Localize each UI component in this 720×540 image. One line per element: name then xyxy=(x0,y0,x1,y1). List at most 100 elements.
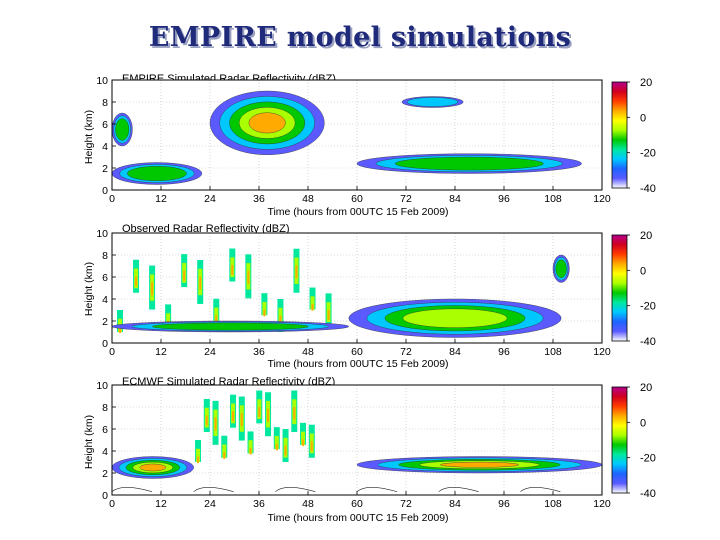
y-tick-label: 6 xyxy=(102,119,108,131)
reflectivity-contour xyxy=(139,463,167,472)
reflectivity-cell xyxy=(301,431,306,445)
x-tick-label: 108 xyxy=(544,346,562,358)
reflectivity-cell xyxy=(327,309,330,320)
y-tick-label: 4 xyxy=(102,294,108,306)
contour-line xyxy=(520,487,561,492)
colorbar-tick-label: -40 xyxy=(640,336,656,348)
x-tick-label: 60 xyxy=(351,498,363,510)
panel-title: Observed Radar Reflectivity (dBZ) xyxy=(122,223,290,235)
y-tick-label: 8 xyxy=(102,250,108,262)
x-tick-label: 36 xyxy=(253,346,265,358)
colorbar-scale xyxy=(611,81,628,189)
reflectivity-cell xyxy=(263,309,266,317)
reflectivity-contour xyxy=(402,308,508,328)
y-tick-label: 10 xyxy=(96,380,108,392)
y-tick-label: 6 xyxy=(102,424,108,436)
colorbar-tick-label: 0 xyxy=(640,112,646,124)
x-tick-label: 96 xyxy=(498,498,510,510)
x-tick-label: 48 xyxy=(302,193,314,205)
x-tick-label: 84 xyxy=(449,498,461,510)
x-tick-label: 72 xyxy=(400,498,412,510)
reflectivity-cell xyxy=(267,408,270,422)
plot-area xyxy=(111,384,603,496)
colorbar: 20 0 -20 -40 xyxy=(611,382,656,500)
slide-title: EMPIRE model simulations xyxy=(148,22,572,53)
colorbar-tick-label: 0 xyxy=(640,417,646,429)
reflectivity-cell xyxy=(232,411,235,422)
reflectivity-cell xyxy=(262,301,267,316)
reflectivity-cell xyxy=(247,270,250,285)
reflectivity-cell xyxy=(258,407,261,417)
reflectivity-cell xyxy=(310,296,315,310)
x-tick-label: 0 xyxy=(109,193,115,205)
reflectivity-cell xyxy=(310,441,313,452)
reflectivity-cell xyxy=(205,415,208,426)
reflectivity-cell xyxy=(196,448,201,462)
x-tick-label: 108 xyxy=(544,193,562,205)
x-tick-label: 96 xyxy=(498,346,510,358)
reflectivity-contour xyxy=(127,166,187,181)
x-tick-label: 60 xyxy=(351,346,363,358)
x-tick-label: 72 xyxy=(400,193,412,205)
x-tick-label: 0 xyxy=(109,346,115,358)
colorbar-tick-label: 0 xyxy=(640,265,646,277)
reflectivity-cell xyxy=(223,452,226,459)
y-tick-label: 2 xyxy=(102,316,108,328)
reflectivity-cell xyxy=(302,439,305,446)
x-tick-label: 12 xyxy=(155,193,167,205)
x-tick-label: 24 xyxy=(204,346,216,358)
x-axis-label: Time (hours from 00UTC 15 Feb 2009) xyxy=(267,512,448,524)
colorbar: 20 0 -20 -40 xyxy=(611,230,656,348)
reflectivity-cell xyxy=(214,417,217,431)
reflectivity-cell xyxy=(279,315,282,326)
x-tick-label: 96 xyxy=(498,193,510,205)
y-tick-label: 2 xyxy=(102,468,108,480)
y-axis-label: Height (km) xyxy=(83,415,95,469)
contour-line xyxy=(438,487,479,492)
reflectivity-cell xyxy=(295,265,298,279)
colorbar-scale xyxy=(611,234,628,342)
reflectivity-cell xyxy=(222,444,227,458)
reflectivity-cell xyxy=(215,315,218,322)
reflectivity-cell xyxy=(274,435,279,450)
x-tick-label: 36 xyxy=(253,193,265,205)
panel-observed: Observed Radar Reflectivity (dBZ) 0 12 24 3… xyxy=(83,223,656,370)
reflectivity-contour xyxy=(394,156,544,171)
x-axis-label: Time (hours from 00UTC 15 Feb 2009) xyxy=(267,358,448,370)
x-axis-label: Time (hours from 00UTC 15 Feb 2009) xyxy=(267,206,448,218)
reflectivity-cell xyxy=(293,407,296,420)
reflectivity-contour xyxy=(440,461,519,468)
y-tick-label: 4 xyxy=(102,141,108,153)
y-tick-label: 0 xyxy=(102,185,108,197)
x-tick-label: 72 xyxy=(400,346,412,358)
reflectivity-contour xyxy=(406,97,459,107)
colorbar-tick-label: 20 xyxy=(640,230,652,242)
plot-area xyxy=(111,79,603,191)
y-tick-label: 4 xyxy=(102,446,108,458)
y-tick-label: 10 xyxy=(96,75,108,87)
reflectivity-field xyxy=(112,90,582,185)
contour-line xyxy=(275,487,316,492)
contour-line xyxy=(193,487,234,492)
reflectivity-cell xyxy=(166,313,171,327)
colorbar-tick-label: -20 xyxy=(640,301,656,313)
y-tick-label: 0 xyxy=(102,338,108,350)
y-axis-label: Height (km) xyxy=(83,262,95,316)
reflectivity-cell xyxy=(135,276,138,287)
panel-ecmwf: ECMWF Simulated Radar Reflectivity (dBZ)… xyxy=(83,376,656,524)
y-tick-label: 0 xyxy=(102,490,108,502)
x-tick-label: 12 xyxy=(155,498,167,510)
reflectivity-cell xyxy=(248,440,253,454)
colorbar-tick-label: -40 xyxy=(640,488,656,500)
x-tick-label: 120 xyxy=(593,346,611,358)
reflectivity-cell xyxy=(197,456,200,464)
x-tick-label: 60 xyxy=(351,193,363,205)
y-tick-label: 8 xyxy=(102,97,108,109)
contour-line xyxy=(356,487,398,492)
y-axis-label: Height (km) xyxy=(83,110,95,164)
panel-empire: EMPIRE Simulated Radar Reflectivity (dBZ… xyxy=(83,73,656,218)
y-tick-label: 10 xyxy=(96,228,108,240)
plot-area xyxy=(111,232,603,344)
